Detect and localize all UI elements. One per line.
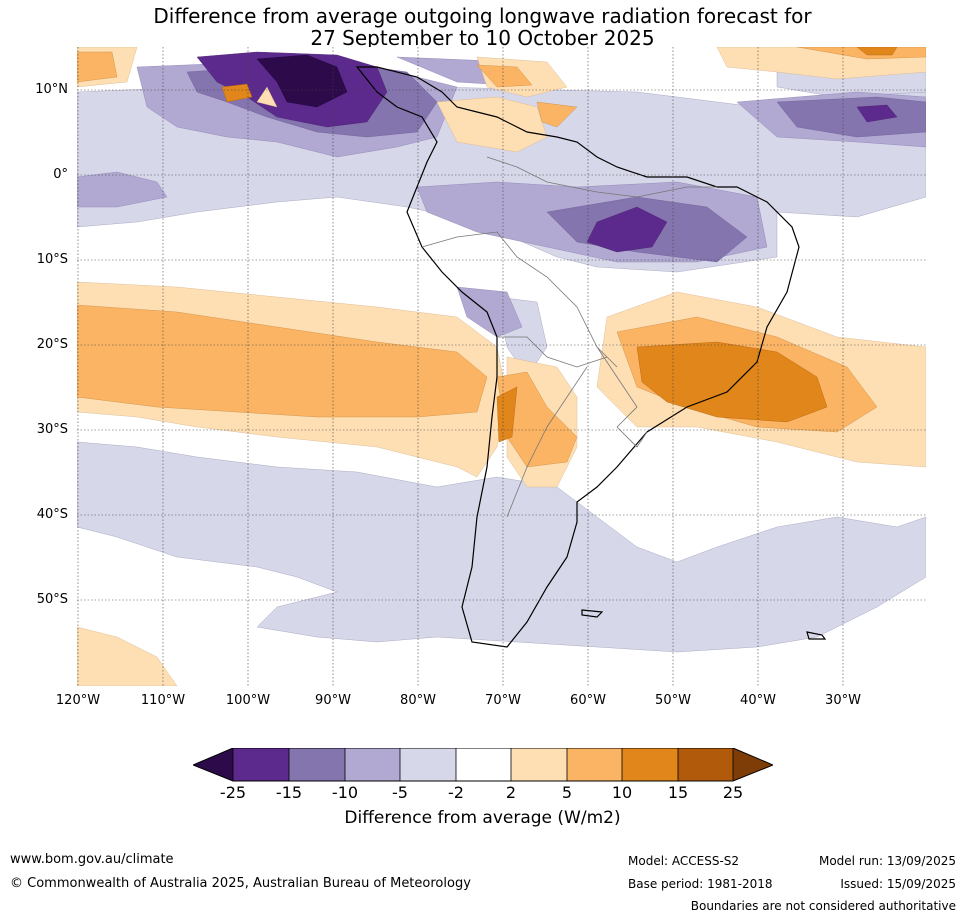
colorbar (193, 748, 773, 782)
lon-label-90w: 90°W (315, 693, 351, 708)
colorbar-tick: -25 (219, 783, 247, 802)
lon-label-70w: 70°W (485, 693, 521, 708)
colorbar-swatch-4 (400, 748, 456, 781)
colorbar-swatch-10 (733, 748, 773, 781)
lon-label-30w: 30°W (825, 693, 861, 708)
colorbar-tick: -10 (331, 783, 359, 802)
colorbar-tick: 25 (722, 783, 744, 802)
lat-label-20s: 20°S (36, 337, 68, 352)
website-link[interactable]: www.bom.gov.au/climate (10, 852, 174, 867)
coastlines (355, 66, 827, 648)
anomaly-region-dark-orange (221, 47, 898, 443)
model-name: Model: ACCESS-S2 (628, 854, 740, 868)
anomaly-region-darkest-purple (256, 54, 348, 108)
lon-label-80w: 80°W (400, 693, 436, 708)
colorbar-swatch-1 (233, 748, 289, 781)
lat-label-40s: 40°S (36, 507, 68, 522)
lon-label-120w: 120°W (55, 693, 101, 708)
map-title-line2: 27 September to 10 October 2025 (310, 26, 655, 50)
colorbar-swatch-8 (622, 748, 678, 781)
lon-label-40w: 40°W (740, 693, 776, 708)
lat-label-50s: 50°S (36, 592, 68, 607)
colorbar-tick: -15 (275, 783, 303, 802)
model-run-date: Model run: 13/09/2025 (818, 854, 956, 868)
map-title-line1: Difference from average outgoing longwav… (153, 4, 812, 28)
lon-label-50w: 50°W (655, 693, 691, 708)
colorbar-tick: 10 (611, 783, 633, 802)
colorbar-swatch-6 (511, 748, 567, 781)
colorbar-swatch-9 (678, 748, 733, 781)
lon-label-100w: 100°W (225, 693, 271, 708)
colorbar-swatch-0 (193, 748, 233, 781)
colorbar-tick: 2 (505, 783, 517, 802)
colorbar-tick: 15 (667, 783, 689, 802)
country-borders (421, 156, 717, 518)
colorbar-swatch-7 (567, 748, 622, 781)
base-period: Base period: 1981-2018 (628, 877, 773, 891)
colorbar-label: Difference from average (W/m2) (344, 808, 621, 828)
issued-date: Issued: 15/09/2025 (840, 877, 956, 891)
lat-label-10s: 10°S (36, 252, 68, 267)
colorbar-tick: -2 (448, 783, 464, 802)
lat-label-10n: 10°N (35, 82, 68, 97)
copyright-notice: © Commonwealth of Australia 2025, Austra… (10, 876, 471, 891)
lat-label-0: 0° (53, 167, 68, 182)
gridlines (77, 47, 926, 686)
colorbar-tick: 5 (561, 783, 573, 802)
lat-label-30s: 30°S (36, 422, 68, 437)
olr-anomaly-map (77, 47, 926, 686)
colorbar-tick: -5 (392, 783, 408, 802)
colorbar-swatch-5 (456, 748, 511, 781)
lon-label-110w: 110°W (140, 693, 186, 708)
colorbar-swatch-3 (345, 748, 400, 781)
lon-label-60w: 60°W (570, 693, 606, 708)
colorbar-swatch-2 (289, 748, 345, 781)
boundaries-disclaimer: Boundaries are not considered authoritat… (690, 899, 956, 913)
